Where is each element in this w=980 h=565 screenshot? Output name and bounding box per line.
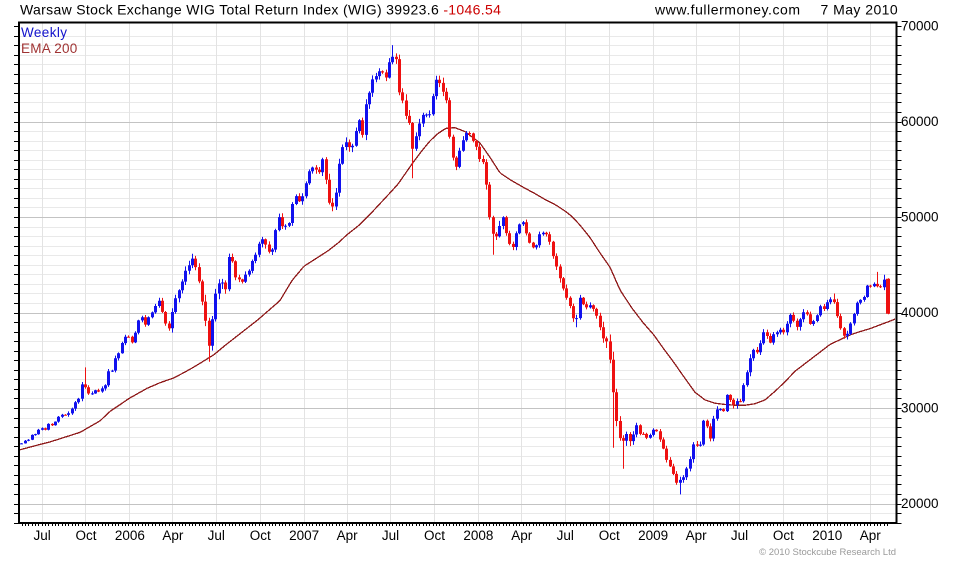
svg-text:Apr: Apr bbox=[337, 528, 359, 543]
svg-text:Oct: Oct bbox=[424, 528, 445, 543]
svg-text:Oct: Oct bbox=[75, 528, 96, 543]
svg-text:Oct: Oct bbox=[599, 528, 620, 543]
svg-text:Warsaw Stock Exchange WIG Tota: Warsaw Stock Exchange WIG Total Return I… bbox=[20, 2, 501, 18]
svg-text:60000: 60000 bbox=[901, 114, 939, 129]
svg-text:Weekly: Weekly bbox=[21, 25, 67, 40]
svg-text:2007: 2007 bbox=[289, 528, 319, 543]
svg-text:© 2010 Stockcube Research Ltd: © 2010 Stockcube Research Ltd bbox=[759, 547, 896, 558]
svg-text:2008: 2008 bbox=[463, 528, 493, 543]
svg-text:EMA 200: EMA 200 bbox=[21, 41, 78, 56]
svg-text:20000: 20000 bbox=[901, 496, 939, 511]
svg-text:70000: 70000 bbox=[901, 19, 939, 34]
svg-text:Oct: Oct bbox=[250, 528, 271, 543]
svg-text:50000: 50000 bbox=[901, 210, 939, 225]
svg-text:40000: 40000 bbox=[901, 305, 939, 320]
svg-text:Apr: Apr bbox=[686, 528, 708, 543]
svg-text:Apr: Apr bbox=[511, 528, 533, 543]
svg-text:Apr: Apr bbox=[162, 528, 184, 543]
svg-text:2009: 2009 bbox=[638, 528, 668, 543]
svg-text:www.fullermoney.com: www.fullermoney.com bbox=[654, 2, 801, 18]
svg-text:30000: 30000 bbox=[901, 401, 939, 416]
svg-text:Jul: Jul bbox=[382, 528, 399, 543]
svg-text:7 May 2010: 7 May 2010 bbox=[821, 2, 899, 18]
svg-text:Apr: Apr bbox=[860, 528, 882, 543]
svg-text:2006: 2006 bbox=[115, 528, 145, 543]
svg-text:Jul: Jul bbox=[208, 528, 225, 543]
svg-text:Jul: Jul bbox=[731, 528, 748, 543]
svg-text:2010: 2010 bbox=[812, 528, 842, 543]
svg-text:Jul: Jul bbox=[33, 528, 50, 543]
svg-text:Oct: Oct bbox=[773, 528, 794, 543]
svg-text:Jul: Jul bbox=[557, 528, 574, 543]
